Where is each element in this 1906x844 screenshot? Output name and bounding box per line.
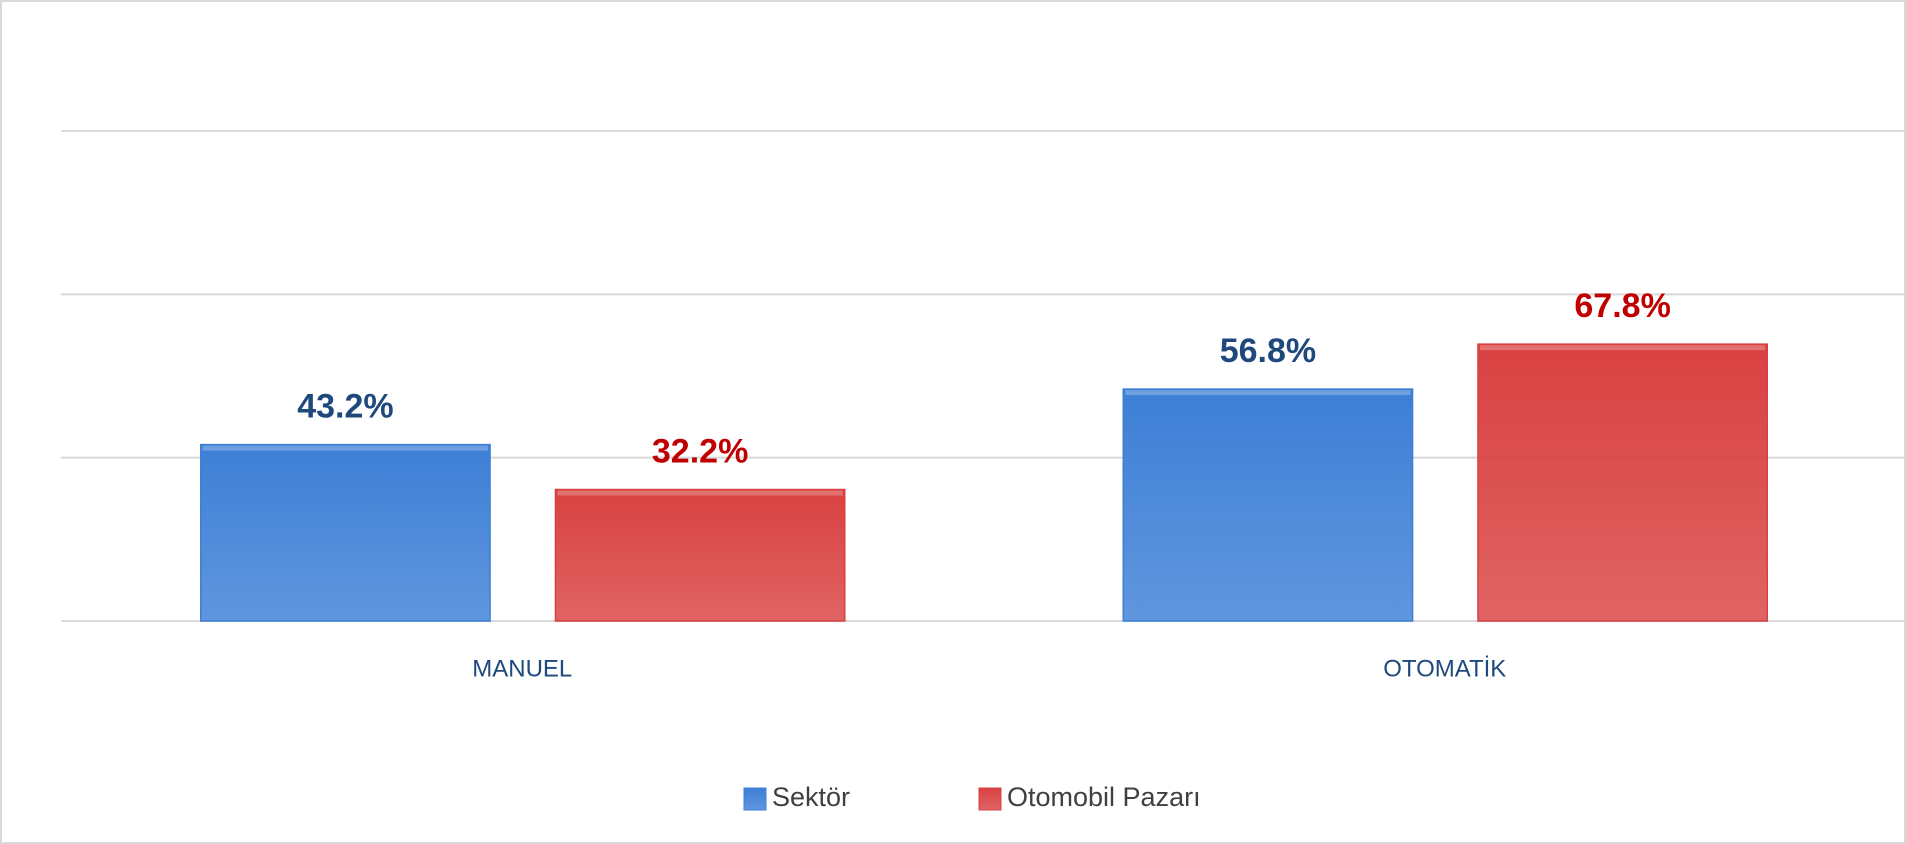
x-tick-label: OTOMATİK xyxy=(1383,655,1506,682)
bar-bevel xyxy=(202,445,489,451)
data-label: 43.2% xyxy=(297,388,393,426)
bar xyxy=(200,443,491,622)
x-tick-label: MANUEL xyxy=(472,655,572,682)
data-label: 56.8% xyxy=(1220,332,1316,370)
bar-bevel xyxy=(557,490,843,496)
bar xyxy=(554,488,846,622)
bar-bevel xyxy=(1125,390,1411,396)
data-label: 67.8% xyxy=(1574,287,1670,325)
legend-label: Otomobil Pazarı xyxy=(1007,782,1201,812)
data-label: 32.2% xyxy=(652,433,748,471)
legend-label: Sektör xyxy=(772,782,850,812)
bar xyxy=(1122,388,1414,622)
bar xyxy=(1477,343,1769,622)
bar-bevel xyxy=(1479,345,1766,351)
legend-swatch xyxy=(978,787,1002,811)
legend-swatch xyxy=(743,787,767,811)
